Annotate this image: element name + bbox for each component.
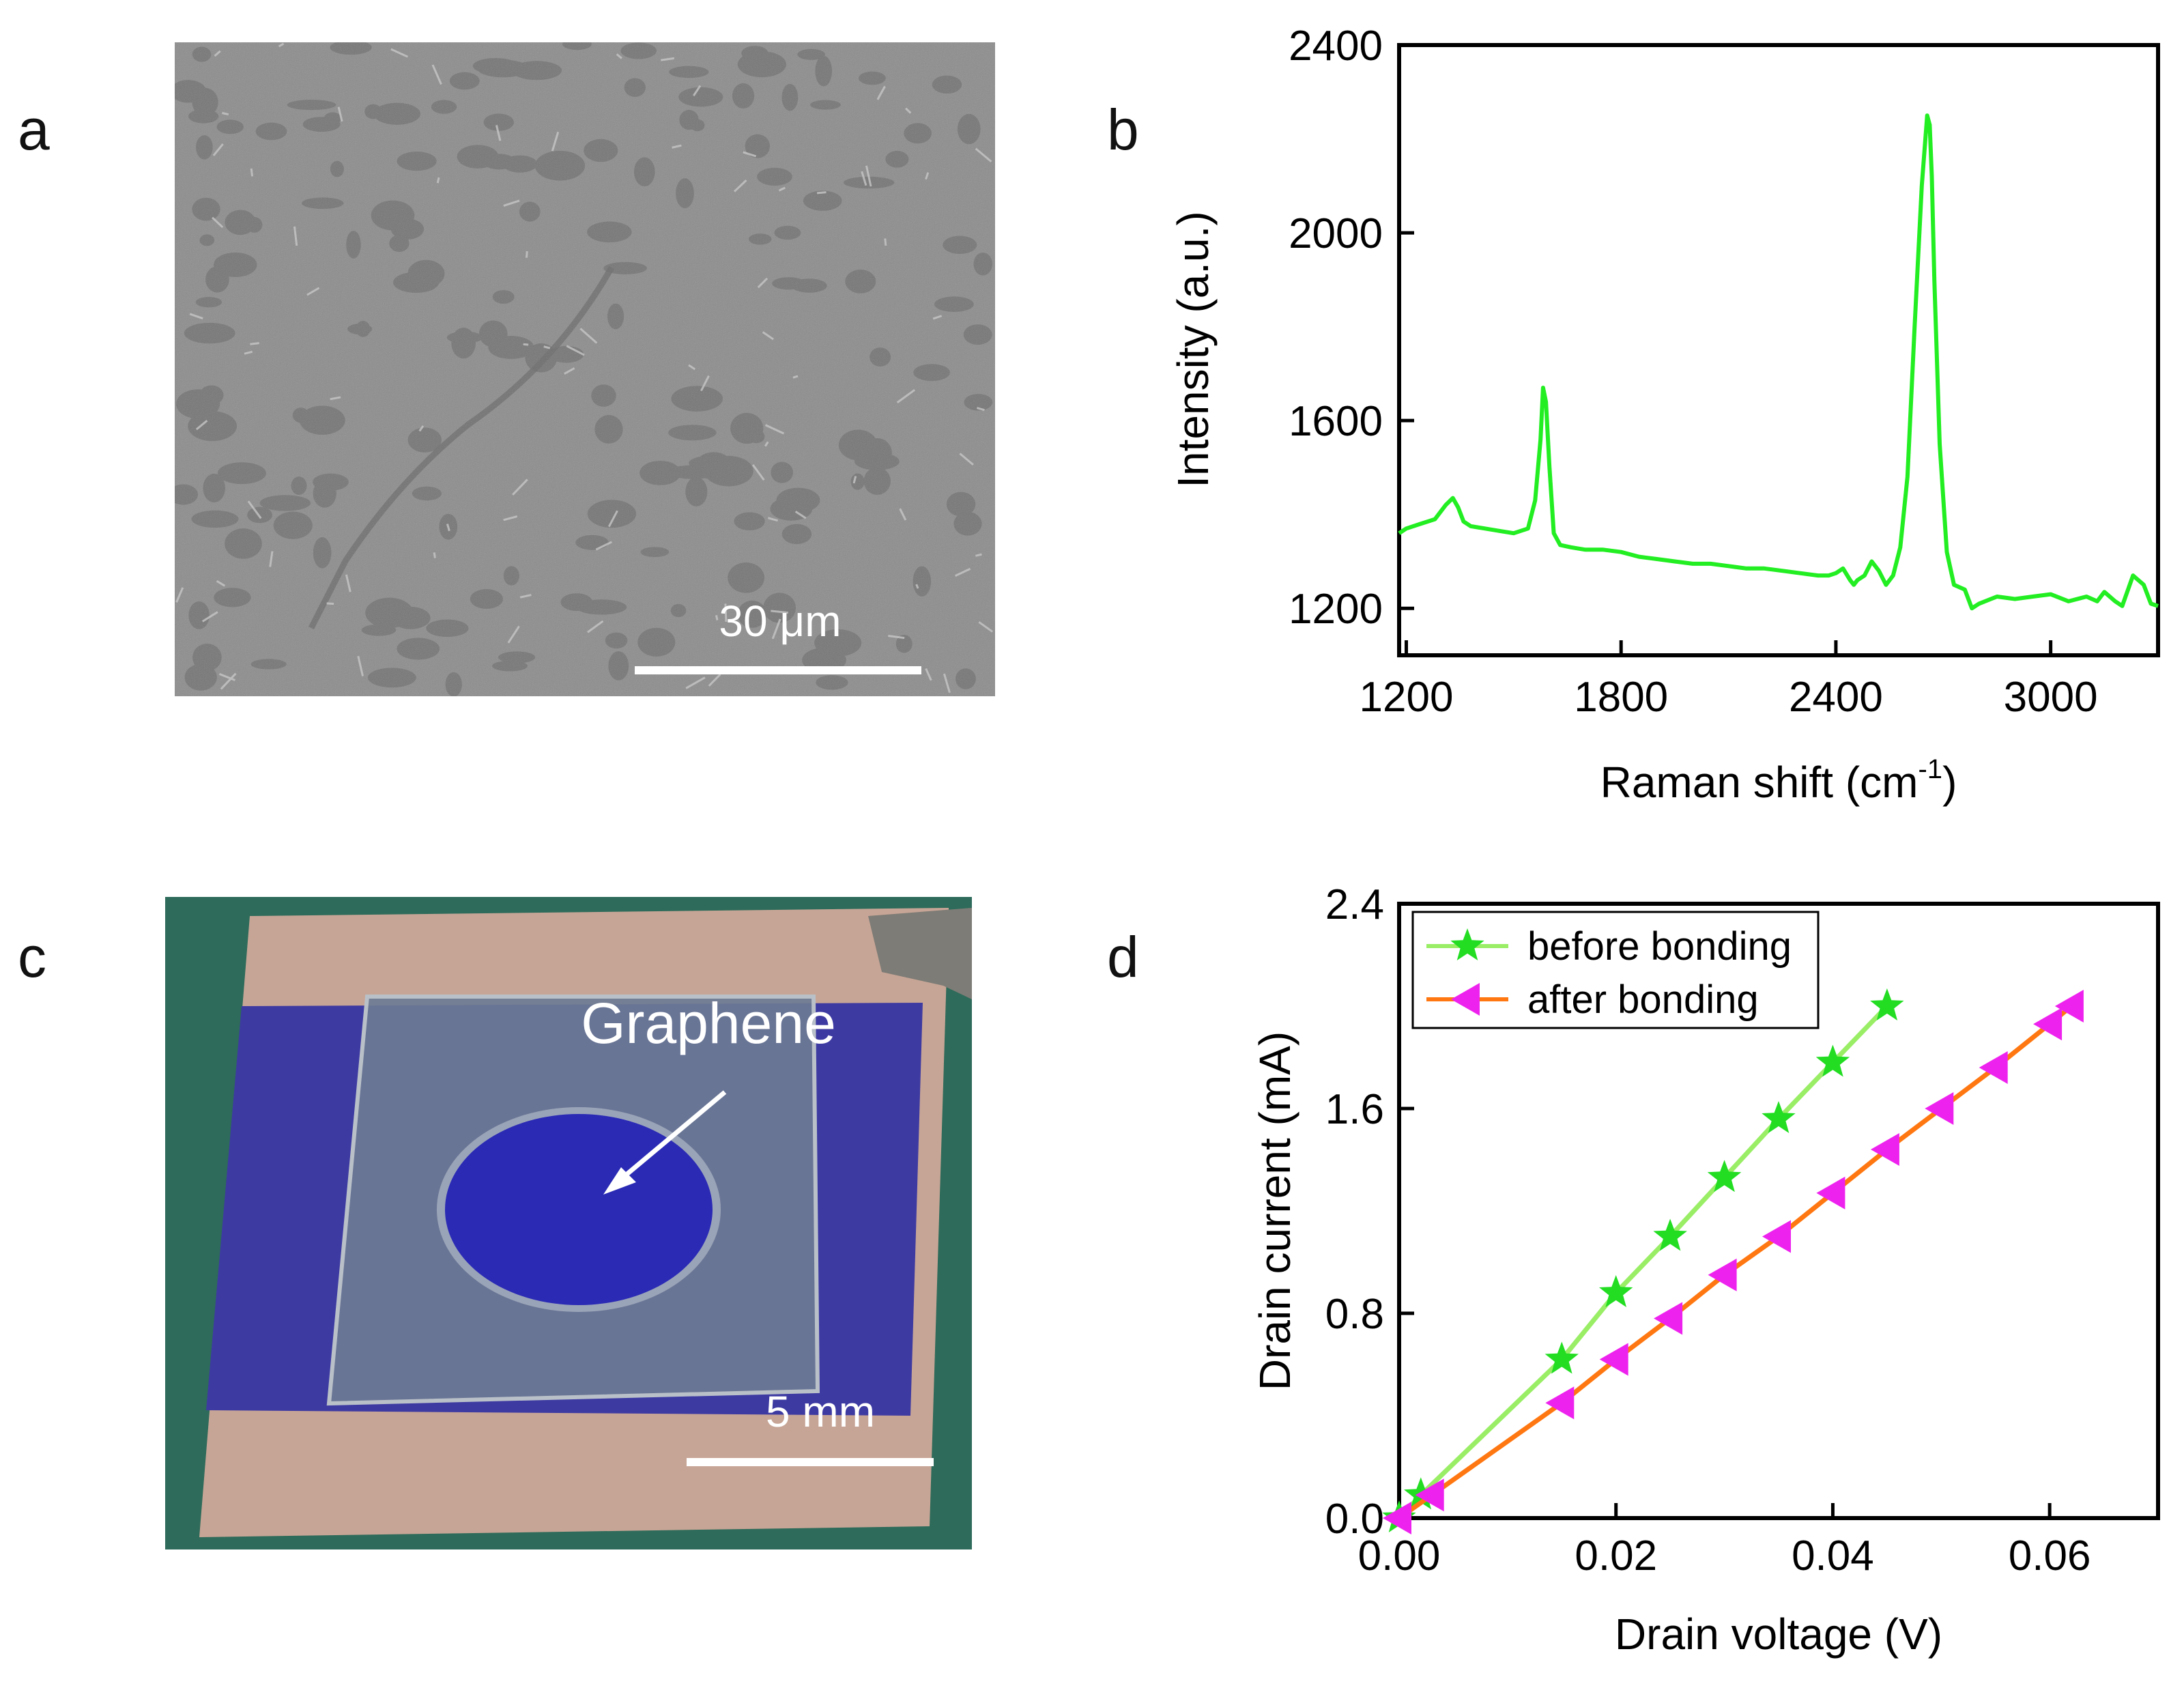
iv-after-point bbox=[1762, 1220, 1791, 1253]
raman-x-tick-label: 3000 bbox=[2004, 674, 2098, 721]
raman-chart: 1200 1800 2400 3000 1200 1600 2000 2400 Intensi… bbox=[1168, 23, 2160, 807]
panel-b-letter: b bbox=[1107, 98, 1139, 162]
iv-after-point bbox=[1654, 1302, 1683, 1335]
iv-after-point bbox=[1545, 1386, 1575, 1420]
iv-before-point bbox=[1762, 1101, 1796, 1133]
iv-before-point bbox=[1870, 988, 1904, 1020]
iv-before-point bbox=[1653, 1218, 1687, 1251]
device-scale-label: 5 mm bbox=[766, 1387, 875, 1436]
legend-after-marker bbox=[1451, 983, 1480, 1016]
iv-y-tick-label: 1.6 bbox=[1325, 1086, 1384, 1133]
panel-c-letter: c bbox=[18, 925, 46, 989]
raman-x-tick-label: 1800 bbox=[1574, 674, 1668, 721]
iv-x-label: Drain voltage (V) bbox=[1615, 1610, 1942, 1659]
iv-x-tick-label: 0.06 bbox=[2009, 1532, 2091, 1580]
graphene-label: Graphene bbox=[581, 991, 836, 1055]
raman-y-tick-label: 2400 bbox=[1289, 23, 1383, 70]
device-scale-bar bbox=[687, 1458, 934, 1466]
iv-before-line bbox=[1397, 1004, 1889, 1520]
iv-x-tick-label: 0.04 bbox=[1792, 1532, 1874, 1580]
iv-y-tick-label: 0.8 bbox=[1325, 1291, 1384, 1338]
iv-after-point bbox=[1415, 1478, 1444, 1512]
iv-y-tick-label: 0.0 bbox=[1325, 1496, 1384, 1543]
iv-after-point bbox=[1708, 1258, 1737, 1291]
iv-after-point bbox=[2033, 1008, 2063, 1041]
graphene-arrow bbox=[614, 1090, 727, 1186]
iv-before-point bbox=[1815, 1044, 1850, 1077]
iv-before-point bbox=[1599, 1275, 1633, 1307]
graphene-window bbox=[445, 1114, 713, 1305]
legend-after-label: after bonding bbox=[1527, 977, 1759, 1022]
raman-y-label: Intensity (a.u.) bbox=[1168, 211, 1218, 488]
sem-scale-bar bbox=[635, 666, 921, 674]
device-photo: Graphene 5 mm bbox=[165, 897, 972, 1549]
sem-scale-label: 30 μm bbox=[719, 597, 841, 646]
iv-plot-frame bbox=[1397, 902, 2160, 1520]
panel-d-letter: d bbox=[1107, 925, 1139, 989]
raman-plot-frame bbox=[1397, 43, 2160, 657]
iv-before-point bbox=[1707, 1160, 1742, 1192]
raman-y-tick-label: 1200 bbox=[1289, 586, 1383, 633]
iv-after-point bbox=[1870, 1133, 1899, 1166]
panel-a-letter: a bbox=[18, 98, 50, 162]
raman-y-tick-label: 1600 bbox=[1289, 398, 1383, 445]
iv-after-point bbox=[1383, 1502, 1411, 1534]
raman-y-tick-label: 2000 bbox=[1289, 210, 1383, 257]
raman-x-tick-label: 2400 bbox=[1789, 674, 1883, 721]
iv-x-tick-label: 0.00 bbox=[1358, 1532, 1441, 1580]
iv-before-point bbox=[1544, 1341, 1579, 1374]
iv-after-point bbox=[1925, 1092, 1954, 1125]
iv-y-label: Drain current (mA) bbox=[1250, 1031, 1299, 1390]
iv-legend: before bonding after bonding bbox=[1411, 911, 1820, 1029]
raman-spectrum-line bbox=[1398, 113, 2159, 611]
legend-before-marker bbox=[1450, 928, 1484, 960]
iv-after-point bbox=[1979, 1051, 2008, 1084]
sem-image: 30 μm bbox=[175, 42, 995, 696]
legend-before-label: before bonding bbox=[1527, 924, 1792, 969]
raman-x-label: Raman shift (cm-1) bbox=[1600, 754, 1957, 807]
tweezer bbox=[868, 908, 972, 999]
iv-after-point bbox=[1599, 1343, 1628, 1376]
iv-chart: 0.00 0.02 0.04 0.06 0.0 0.8 1.6 2.4 before bond… bbox=[1250, 881, 2160, 1659]
iv-x-tick-label: 0.02 bbox=[1575, 1532, 1657, 1580]
raman-x-tick-label: 1200 bbox=[1360, 674, 1454, 721]
iv-after-point bbox=[2054, 990, 2084, 1023]
iv-after-point bbox=[1816, 1176, 1845, 1210]
iv-y-tick-label: 2.4 bbox=[1325, 881, 1384, 928]
